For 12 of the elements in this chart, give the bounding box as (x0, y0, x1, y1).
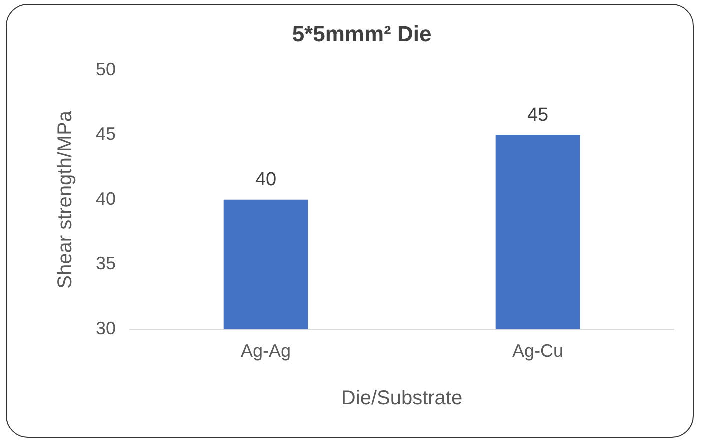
y-tick-label: 35 (96, 254, 116, 274)
y-tick-label: 40 (96, 188, 116, 209)
chart-title: 5*5mmm² Die (292, 21, 432, 46)
data-label: 40 (255, 170, 277, 191)
y-tick-label: 45 (96, 124, 116, 144)
data-label: 45 (527, 104, 549, 126)
x-tick-label: Ag-Cu (512, 341, 564, 362)
x-axis-title: Die/Substrate (341, 388, 463, 410)
y-tick-label: 50 (96, 59, 116, 80)
y-axis-title: Shear strength/MPa (54, 110, 77, 289)
x-tick-label: Ag-Ag (241, 341, 292, 362)
y-tick-label: 30 (96, 318, 116, 338)
